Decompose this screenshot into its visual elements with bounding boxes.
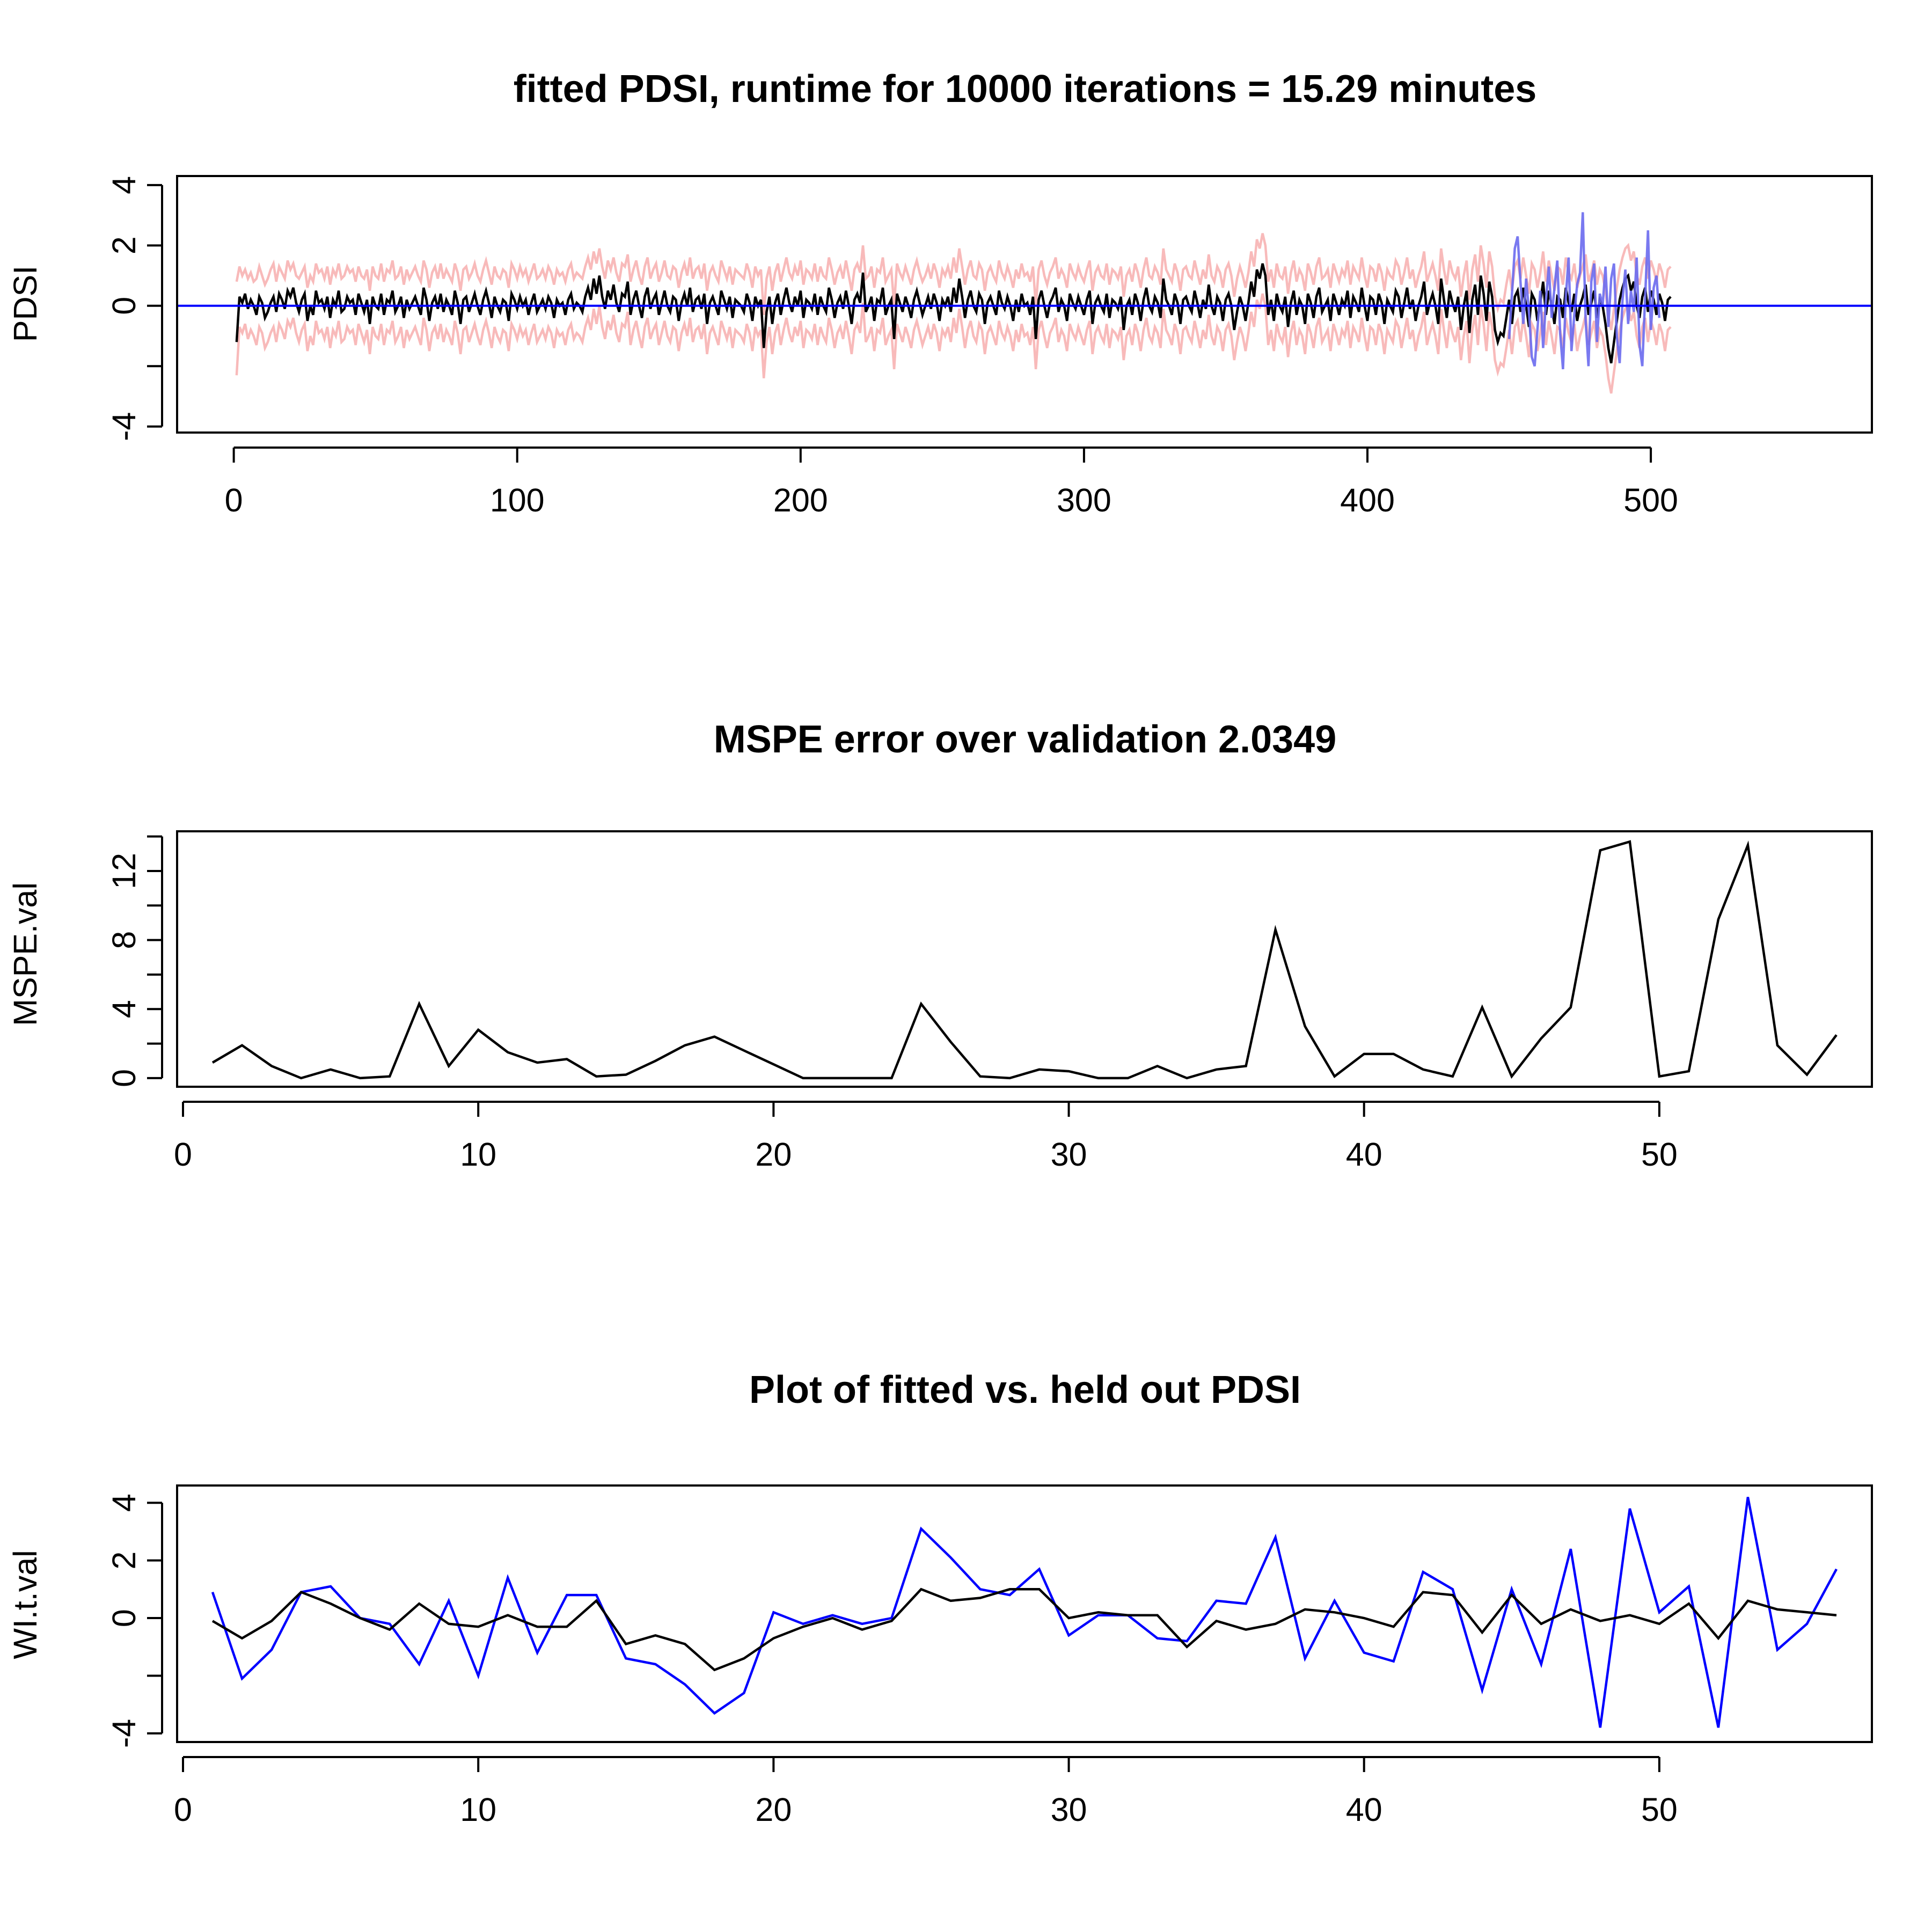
heldout-series-line	[1507, 212, 1661, 370]
x-tick-label: 50	[1641, 1791, 1678, 1828]
x-tick-label: 100	[490, 482, 545, 518]
y-axis-label: PDSI	[7, 266, 43, 342]
plot-frame	[176, 830, 1873, 1088]
x-tick-label: 10	[460, 1136, 496, 1173]
x-tick-label: 0	[174, 1791, 192, 1828]
x-tick-label: 20	[755, 1791, 792, 1828]
panel-fitted-vs-heldout: Plot of fitted vs. held out PDSI WI.t.va…	[7, 1368, 1873, 1828]
x-tick-label: 0	[225, 482, 243, 518]
x-tick-label: 10	[460, 1791, 496, 1828]
y-tick-label: 2	[106, 236, 142, 254]
y-tick-label: 0	[106, 297, 142, 315]
chart-title: fitted PDSI, runtime for 10000 iteration…	[514, 68, 1537, 111]
plot-area: 0 10 20 30 40 50 0 4 8 12	[106, 830, 1873, 1173]
series-line-0	[211, 1497, 1838, 1728]
y-tick-label: 0	[106, 1069, 142, 1087]
x-tick-label: 40	[1346, 1136, 1382, 1173]
y-axis-label: WI.t.val	[7, 1550, 43, 1659]
y-tick-label: 0	[106, 1609, 142, 1627]
x-tick-label: 300	[1057, 482, 1111, 518]
y-axis-label: MSPE.val	[7, 882, 43, 1026]
series-line-0	[211, 840, 1838, 1080]
fitted-mean-line	[235, 263, 1672, 364]
plot-frame	[176, 175, 1873, 434]
panel-mspe-validation: MSPE error over validation 2.0349 MSPE.v…	[7, 718, 1873, 1173]
y-tick-label: 12	[106, 853, 142, 889]
x-tick-label: 30	[1051, 1791, 1087, 1828]
series-line-1	[211, 1587, 1837, 1672]
y-tick-label: 4	[106, 1000, 142, 1018]
x-tick-label: 20	[755, 1136, 792, 1173]
y-tick-label: 4	[106, 1494, 142, 1512]
x-tick-label: 50	[1641, 1136, 1678, 1173]
x-tick-label: 30	[1051, 1136, 1087, 1173]
plot-area: 0 10 20 30 40 50 -4 0 2 4	[106, 1484, 1873, 1828]
lower-credible-band	[235, 293, 1672, 394]
plot-area: 0 100 200 300 400 500 -4 0 2 4	[106, 175, 1873, 518]
x-tick-label: 400	[1340, 482, 1395, 518]
x-tick-label: 500	[1623, 482, 1678, 518]
y-tick-label: 2	[106, 1552, 142, 1570]
y-tick-label: -4	[106, 412, 142, 441]
y-tick-label: 4	[106, 176, 142, 194]
upper-credible-band	[235, 233, 1672, 331]
x-tick-label: 200	[773, 482, 828, 518]
plot-frame	[176, 1484, 1873, 1743]
y-tick-label: 8	[106, 931, 142, 949]
x-tick-label: 0	[174, 1136, 192, 1173]
y-tick-label: -4	[106, 1719, 142, 1748]
chart-title: Plot of fitted vs. held out PDSI	[749, 1368, 1301, 1411]
chart-title: MSPE error over validation 2.0349	[714, 718, 1337, 761]
panel-fitted-pdsi: fitted PDSI, runtime for 10000 iteration…	[7, 68, 1873, 518]
x-tick-label: 40	[1346, 1791, 1382, 1828]
